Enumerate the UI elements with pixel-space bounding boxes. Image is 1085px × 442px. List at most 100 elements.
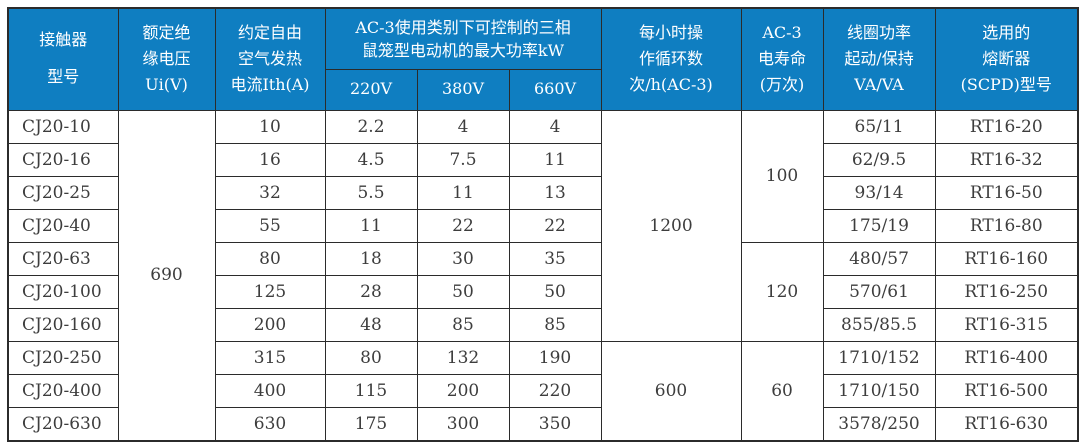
coil-power-cell: 855/85.5 xyxy=(822,307,936,342)
cycles-cell: 600 xyxy=(600,340,742,441)
power-660v-cell: 13 xyxy=(508,175,602,210)
thermal-current-cell: 630 xyxy=(214,406,326,441)
model-cell: CJ20-630 xyxy=(7,406,119,441)
power-660v-cell: 220 xyxy=(508,373,602,408)
power-220v-cell: 11 xyxy=(324,208,418,243)
life-cell: 120 xyxy=(740,241,824,342)
power-660v-cell: 50 xyxy=(508,274,602,309)
model-cell: CJ20-40 xyxy=(7,208,119,243)
power-380v-cell: 22 xyxy=(416,208,510,243)
coil-power-cell: 570/61 xyxy=(822,274,936,309)
coil-power-cell: 1710/152 xyxy=(822,340,936,375)
life-cell: 60 xyxy=(740,340,824,441)
table-row: CJ20-16 16 4.5 7.5 11 62/9.5 RT16-32 xyxy=(7,142,1079,177)
coil-power-cell: 93/14 xyxy=(822,175,936,210)
power-380v-cell: 30 xyxy=(416,241,510,276)
header-insulation-voltage: 额定绝 缘电压 Ui(V) xyxy=(117,7,216,111)
power-380v-cell: 11 xyxy=(416,175,510,210)
life-cell: 100 xyxy=(740,109,824,243)
power-220v-cell: 28 xyxy=(324,274,418,309)
power-220v-cell: 18 xyxy=(324,241,418,276)
thermal-current-cell: 55 xyxy=(214,208,326,243)
thermal-current-cell: 32 xyxy=(214,175,326,210)
header-electrical-life: AC-3 电寿命 (万次) xyxy=(740,7,824,111)
coil-power-cell: 175/19 xyxy=(822,208,936,243)
header-row-sub: 220V 380V 660V xyxy=(8,68,1078,111)
power-220v-cell: 4.5 xyxy=(324,142,418,177)
coil-power-cell: 1710/150 xyxy=(822,373,936,408)
power-220v-cell: 5.5 xyxy=(324,175,418,210)
insulation-voltage-cell: 690 xyxy=(117,109,216,441)
thermal-current-cell: 400 xyxy=(214,373,326,408)
power-380v-cell: 132 xyxy=(416,340,510,375)
header-model: 接触器 型号 xyxy=(7,7,119,111)
power-660v-cell: 4 xyxy=(508,109,602,144)
power-660v-cell: 350 xyxy=(508,406,602,441)
fuse-cell: RT16-630 xyxy=(934,406,1079,441)
power-220v-cell: 115 xyxy=(324,373,418,408)
table-row: CJ20-400 400 115 200 220 1710/150 RT16-5… xyxy=(7,373,1079,408)
fuse-cell: RT16-32 xyxy=(934,142,1079,177)
header-fuse: 选用的 熔断器 (SCPD)型号 xyxy=(934,7,1079,111)
table-row: CJ20-63 80 18 30 35 120 480/57 RT16-160 xyxy=(7,241,1079,342)
fuse-cell: RT16-80 xyxy=(934,208,1079,243)
fuse-cell: RT16-400 xyxy=(934,340,1079,375)
power-380v-cell: 7.5 xyxy=(416,142,510,177)
thermal-current-cell: 80 xyxy=(214,241,326,276)
fuse-cell: RT16-500 xyxy=(934,373,1079,408)
header-thermal-current: 约定自由 空气发热 电流Ith(A) xyxy=(214,7,326,111)
cycles-cell: 1200 xyxy=(600,109,742,342)
header-660v: 660V xyxy=(508,68,602,111)
fuse-cell: RT16-20 xyxy=(934,109,1079,144)
thermal-current-cell: 315 xyxy=(214,340,326,375)
model-cell: CJ20-10 xyxy=(7,109,119,144)
power-660v-cell: 11 xyxy=(508,142,602,177)
header-220v: 220V xyxy=(324,68,418,111)
power-380v-cell: 300 xyxy=(416,406,510,441)
header-row-main: 接触器 型号 额定绝 缘电压 Ui(V) 约定自由 空气发热 电流Ith(A) … xyxy=(7,7,1079,111)
model-cell: CJ20-63 xyxy=(7,241,119,276)
fuse-cell: RT16-160 xyxy=(934,241,1079,276)
power-660v-cell: 22 xyxy=(508,208,602,243)
power-380v-cell: 200 xyxy=(416,373,510,408)
power-380v-cell: 85 xyxy=(416,307,510,342)
table-row: CJ20-25 32 5.5 11 13 93/14 RT16-50 xyxy=(7,175,1079,210)
table-row: CJ20-160 200 48 85 85 855/85.5 RT16-315 xyxy=(7,307,1079,342)
power-660v-cell: 35 xyxy=(508,241,602,276)
power-220v-cell: 48 xyxy=(324,307,418,342)
thermal-current-cell: 125 xyxy=(214,274,326,309)
thermal-current-cell: 16 xyxy=(214,142,326,177)
power-220v-cell: 175 xyxy=(324,406,418,441)
table-row: CJ20-100 125 28 50 50 570/61 RT16-250 xyxy=(7,274,1079,309)
fuse-cell: RT16-250 xyxy=(934,274,1079,309)
model-cell: CJ20-25 xyxy=(7,175,119,210)
model-cell: CJ20-400 xyxy=(7,373,119,408)
table-row: CJ20-10 690 10 2.2 4 4 1200 100 65/11 RT… xyxy=(7,109,1079,441)
power-660v-cell: 190 xyxy=(508,340,602,375)
header-coil-power: 线圈功率 起动/保持 VA/VA xyxy=(822,7,936,111)
table-row: CJ20-40 55 11 22 22 175/19 RT16-80 xyxy=(7,208,1079,243)
power-660v-cell: 85 xyxy=(508,307,602,342)
coil-power-cell: 480/57 xyxy=(822,241,936,276)
table-row: CJ20-630 630 175 300 350 3578/250 RT16-6… xyxy=(7,406,1079,441)
header-ac3-power-group: AC-3使用类别下可控制的三相 鼠笼型电动机的最大功率kW xyxy=(324,7,602,70)
thermal-current-cell: 10 xyxy=(214,109,326,144)
model-cell: CJ20-16 xyxy=(7,142,119,177)
power-220v-cell: 80 xyxy=(324,340,418,375)
table-row: CJ20-250 315 80 132 190 600 60 1710/152 … xyxy=(7,340,1079,441)
coil-power-cell: 3578/250 xyxy=(822,406,936,441)
header-cycles-per-hour: 每小时操 作循环数 次/h(AC-3) xyxy=(600,7,742,111)
contactor-spec-table: 接触器 型号 额定绝 缘电压 Ui(V) 约定自由 空气发热 电流Ith(A) … xyxy=(7,7,1080,442)
thermal-current-cell: 200 xyxy=(214,307,326,342)
power-380v-cell: 50 xyxy=(416,274,510,309)
header-380v: 380V xyxy=(416,68,510,111)
model-cell: CJ20-160 xyxy=(7,307,119,342)
model-cell: CJ20-100 xyxy=(7,274,119,309)
fuse-cell: RT16-50 xyxy=(934,175,1079,210)
coil-power-cell: 62/9.5 xyxy=(822,142,936,177)
coil-power-cell: 65/11 xyxy=(822,109,936,144)
model-cell: CJ20-250 xyxy=(7,340,119,375)
power-380v-cell: 4 xyxy=(416,109,510,144)
power-220v-cell: 2.2 xyxy=(324,109,418,144)
fuse-cell: RT16-315 xyxy=(934,307,1079,342)
